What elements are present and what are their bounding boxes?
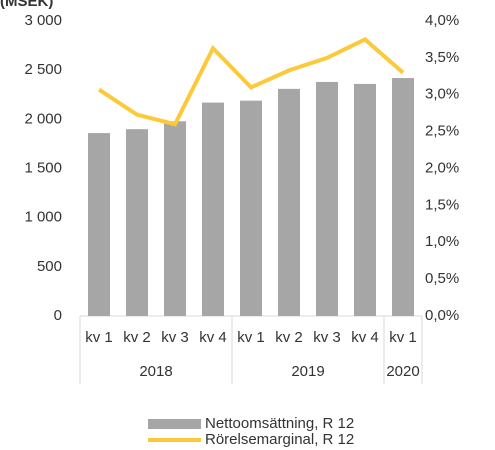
y2-tick-label: 0,5% [425, 270, 459, 287]
x-tick-label: kv 2 [275, 329, 303, 346]
y-tick-label: 2 000 [24, 110, 62, 127]
x-tick-label: kv 3 [313, 329, 341, 346]
bar [125, 129, 149, 316]
y2-tick-label: 3,5% [425, 49, 459, 66]
y-tick-label: 3 000 [24, 12, 62, 29]
x-tick-label: kv 1 [85, 329, 113, 346]
legend-label: Nettoomsättning, R 12 [205, 415, 354, 432]
x-group-label: 2020 [386, 363, 419, 380]
y2-tick-label: 1,0% [425, 233, 459, 250]
bar [315, 81, 339, 316]
legend-label: Rörelsemarginal, R 12 [205, 431, 354, 448]
y2-tick-label: 2,5% [425, 123, 459, 140]
bar [163, 121, 187, 316]
x-tick-label: kv 1 [389, 329, 417, 346]
bar [87, 133, 111, 316]
y2-tick-label: 0,0% [425, 307, 459, 324]
bar [239, 100, 263, 317]
y-tick-label: 2 500 [24, 61, 62, 78]
y-tick-label: 1 000 [24, 209, 62, 226]
y2-tick-label: 4,0% [425, 12, 459, 29]
bar [201, 102, 225, 316]
x-group-label: 2019 [291, 363, 324, 380]
legend-swatch [148, 419, 201, 429]
x-tick-label: kv 4 [199, 329, 227, 346]
x-tick-label: kv 4 [351, 329, 379, 346]
x-tick-label: kv 3 [161, 329, 189, 346]
y2-tick-label: 2,0% [425, 159, 459, 176]
bar [277, 88, 301, 316]
unit-label: (MSEK) [0, 0, 53, 10]
y-tick-label: 1 500 [24, 159, 62, 176]
y-tick-label: 500 [37, 258, 62, 275]
line [97, 37, 405, 127]
x-group-label: 2018 [139, 363, 172, 380]
y2-tick-label: 3,0% [425, 86, 459, 103]
bar [391, 78, 415, 317]
x-tick-label: kv 1 [237, 329, 265, 346]
y2-tick-label: 1,5% [425, 196, 459, 213]
y-tick-label: 0 [54, 307, 62, 324]
x-tick-label: kv 2 [123, 329, 151, 346]
bar [353, 83, 377, 316]
